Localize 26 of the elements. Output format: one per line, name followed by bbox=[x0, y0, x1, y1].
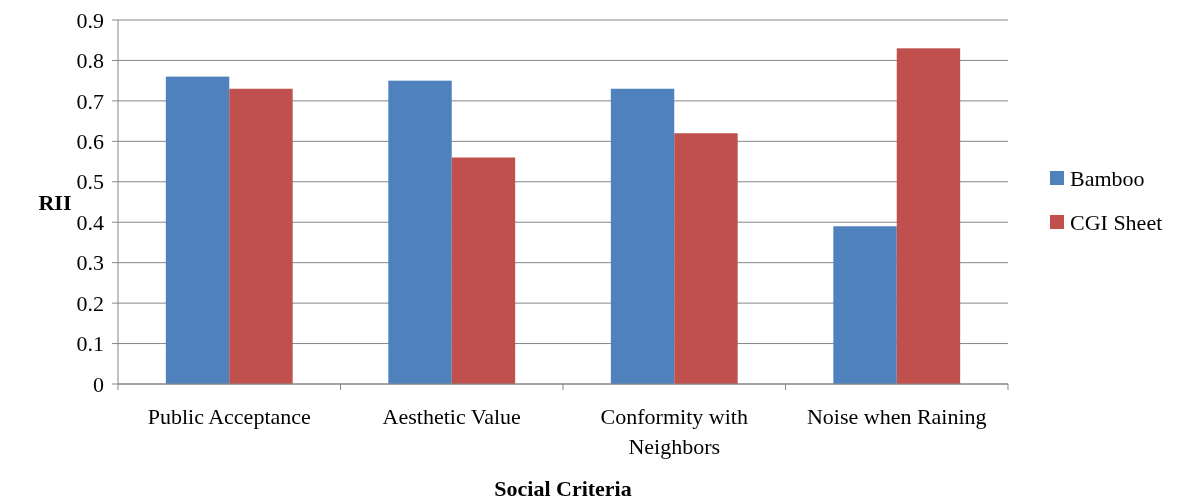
y-tick-label: 0.5 bbox=[76, 169, 104, 195]
bar bbox=[833, 226, 897, 384]
bar bbox=[610, 88, 675, 384]
y-tick-label: 0.7 bbox=[76, 88, 104, 114]
y-tick-label: 0.8 bbox=[76, 48, 104, 74]
bar bbox=[451, 157, 516, 384]
x-tick-label: Noise when Raining bbox=[806, 404, 987, 429]
y-tick-label: 0.6 bbox=[76, 129, 104, 155]
y-tick-label: 0.4 bbox=[76, 209, 104, 235]
y-tick-label: 0 bbox=[93, 371, 104, 397]
legend-label: CGI Sheet bbox=[1070, 209, 1163, 235]
x-axis-title: Social Criteria bbox=[494, 476, 632, 499]
x-tick-label: Conformity with Neighbors bbox=[600, 404, 748, 459]
bar bbox=[229, 88, 293, 384]
x-tick-label: Aesthetic Value bbox=[382, 404, 521, 429]
y-tick-label: 0.1 bbox=[76, 331, 104, 357]
x-tick-label: Public Acceptance bbox=[147, 404, 311, 429]
y-tick-label: 0.2 bbox=[76, 290, 104, 316]
bar bbox=[896, 48, 961, 384]
y-tick-label: 0.9 bbox=[76, 7, 104, 33]
legend-label: Bamboo bbox=[1070, 165, 1145, 191]
y-tick-label: 0.3 bbox=[76, 250, 104, 276]
bar bbox=[674, 133, 738, 384]
y-axis-title: RII bbox=[38, 189, 72, 215]
bar bbox=[165, 76, 230, 384]
bar bbox=[388, 80, 452, 384]
